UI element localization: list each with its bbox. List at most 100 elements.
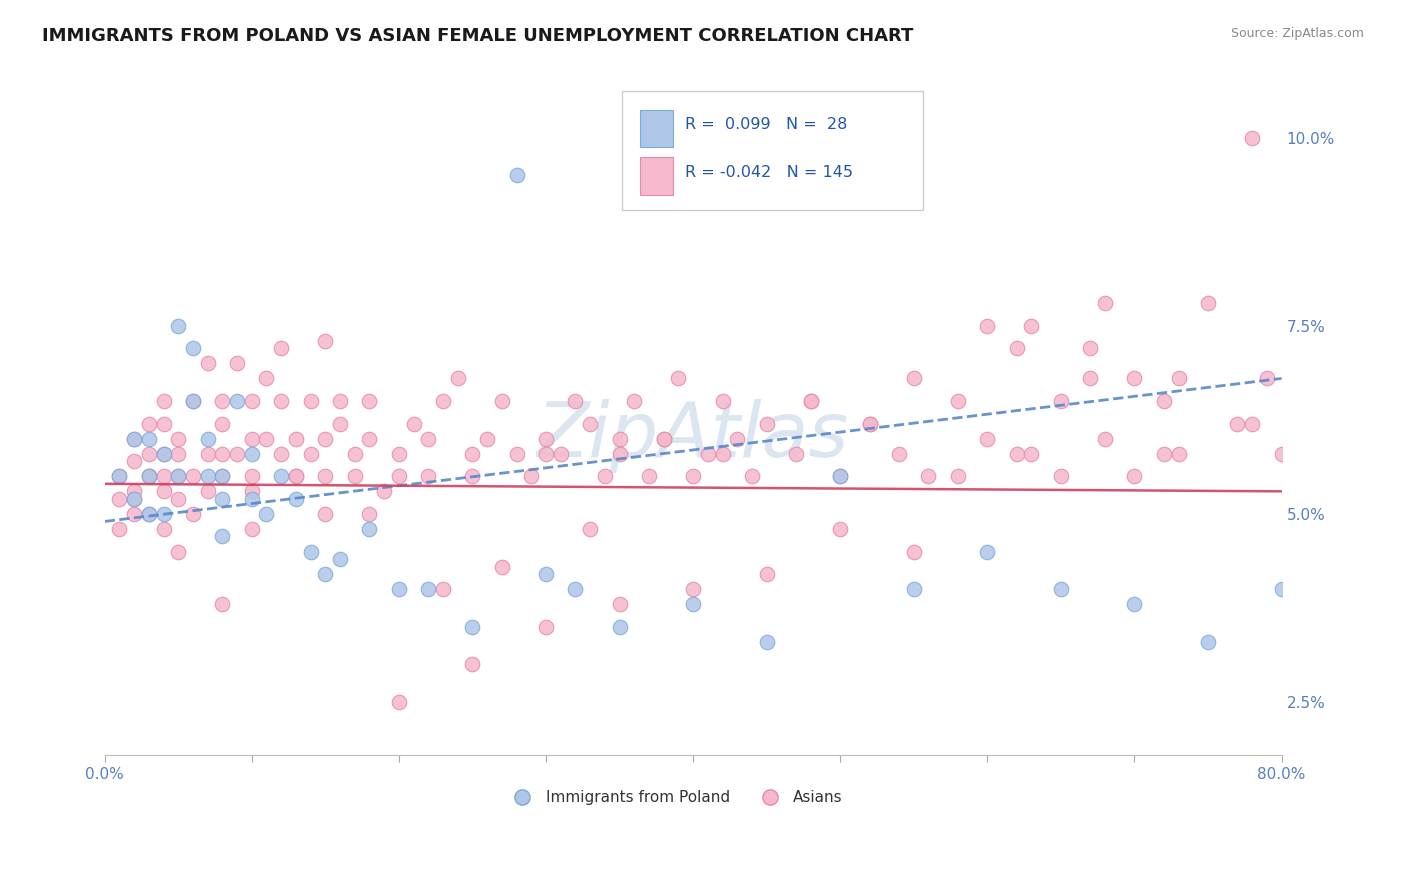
Point	[447, 371, 470, 385]
Point	[197, 432, 219, 446]
Point	[1197, 635, 1219, 649]
Point	[1123, 469, 1146, 483]
Point	[1005, 447, 1028, 461]
Point	[682, 469, 704, 483]
Point	[755, 417, 778, 431]
Point	[1197, 296, 1219, 310]
Point	[666, 371, 689, 385]
Point	[167, 491, 190, 506]
Point	[725, 432, 748, 446]
Point	[638, 469, 661, 483]
Point	[520, 469, 543, 483]
Point	[167, 469, 190, 483]
Point	[181, 394, 204, 409]
Point	[903, 582, 925, 597]
Point	[1005, 342, 1028, 356]
Point	[741, 469, 763, 483]
Point	[534, 620, 557, 634]
Point	[830, 469, 852, 483]
Point	[1153, 447, 1175, 461]
Point	[579, 522, 602, 536]
Point	[418, 582, 440, 597]
Point	[475, 432, 498, 446]
Point	[388, 447, 411, 461]
Point	[1270, 582, 1292, 597]
Point	[138, 507, 160, 521]
Point	[167, 318, 190, 333]
Point	[152, 417, 174, 431]
Point	[256, 371, 278, 385]
Point	[1050, 469, 1073, 483]
Point	[197, 356, 219, 370]
Point	[1256, 371, 1278, 385]
Point	[122, 432, 145, 446]
Point	[1078, 342, 1101, 356]
Point	[108, 469, 131, 483]
Point	[256, 507, 278, 521]
Point	[359, 507, 381, 521]
Point	[1021, 447, 1043, 461]
Text: ZipAtlas: ZipAtlas	[537, 400, 849, 474]
Point	[1123, 597, 1146, 611]
Point	[108, 522, 131, 536]
Point	[593, 469, 616, 483]
Point	[359, 432, 381, 446]
Bar	[640, 157, 673, 194]
Point	[167, 544, 190, 558]
Text: Immigrants from Poland: Immigrants from Poland	[546, 790, 730, 805]
Point	[122, 491, 145, 506]
Point	[314, 507, 336, 521]
Point	[152, 507, 174, 521]
Point	[903, 544, 925, 558]
Point	[211, 417, 233, 431]
Point	[682, 597, 704, 611]
Point	[785, 447, 807, 461]
Point	[859, 417, 882, 431]
Point	[138, 469, 160, 483]
Point	[152, 394, 174, 409]
Point	[461, 620, 484, 634]
Point	[343, 447, 366, 461]
Point	[122, 432, 145, 446]
Point	[270, 469, 292, 483]
Point	[197, 447, 219, 461]
Point	[314, 469, 336, 483]
Point	[211, 529, 233, 543]
Point	[329, 394, 352, 409]
Point	[211, 469, 233, 483]
Text: R =  0.099   N =  28: R = 0.099 N = 28	[685, 118, 848, 132]
Point	[240, 522, 263, 536]
Point	[122, 507, 145, 521]
Point	[1226, 417, 1249, 431]
Point	[491, 559, 513, 574]
Text: R = -0.042   N = 145: R = -0.042 N = 145	[685, 165, 853, 180]
Point	[1167, 447, 1189, 461]
Point	[211, 394, 233, 409]
Point	[270, 342, 292, 356]
Point	[122, 491, 145, 506]
Point	[1094, 296, 1116, 310]
Point	[284, 469, 307, 483]
Point	[197, 469, 219, 483]
Point	[167, 469, 190, 483]
Point	[167, 447, 190, 461]
Text: Asians: Asians	[793, 790, 842, 805]
Point	[1094, 432, 1116, 446]
Point	[284, 432, 307, 446]
Point	[830, 522, 852, 536]
Point	[917, 469, 939, 483]
Point	[138, 417, 160, 431]
Point	[1153, 394, 1175, 409]
Point	[1050, 582, 1073, 597]
Point	[1241, 130, 1264, 145]
Text: IMMIGRANTS FROM POLAND VS ASIAN FEMALE UNEMPLOYMENT CORRELATION CHART: IMMIGRANTS FROM POLAND VS ASIAN FEMALE U…	[42, 27, 914, 45]
Point	[800, 394, 823, 409]
Point	[240, 432, 263, 446]
Point	[946, 469, 969, 483]
Point	[211, 491, 233, 506]
Point	[711, 394, 734, 409]
Point	[329, 417, 352, 431]
Point	[887, 447, 910, 461]
Point	[108, 491, 131, 506]
Point	[534, 567, 557, 582]
